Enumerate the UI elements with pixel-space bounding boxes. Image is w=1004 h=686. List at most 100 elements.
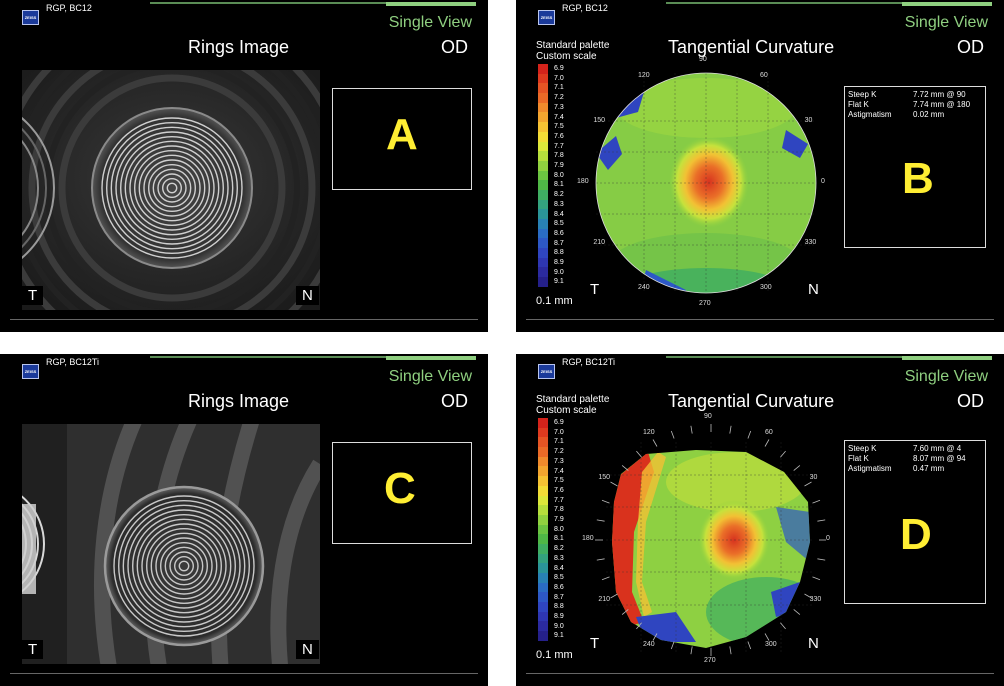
- nasal-label: N: [296, 640, 319, 659]
- scale-swatch: [538, 180, 548, 190]
- header-accent: [386, 356, 476, 360]
- view-mode-label[interactable]: Single View: [904, 368, 988, 385]
- scale-value: 8.5: [554, 574, 564, 582]
- scale-value: 7.1: [554, 84, 564, 92]
- scale-value: 8.0: [554, 171, 564, 179]
- degree-label: 120: [643, 429, 655, 437]
- panel-letter: A: [386, 110, 418, 159]
- placido-ring: [124, 140, 220, 236]
- degree-label: 240: [643, 640, 655, 648]
- stat-label: Astigmatism: [848, 110, 892, 119]
- degree-label: 270: [699, 300, 711, 307]
- placido-ring: [157, 173, 187, 203]
- scale-swatch: [538, 543, 548, 554]
- rings-image-panel-c: ZEISS RGP, BC12Ti Single View Rings Imag…: [0, 354, 488, 686]
- scale-value: 7.6: [554, 486, 564, 494]
- scale-swatch: [538, 141, 548, 152]
- degree-label: 60: [765, 429, 773, 437]
- scale-swatch: [538, 248, 548, 258]
- curvature-map: [595, 424, 826, 656]
- scale-swatch: [538, 456, 548, 467]
- scale-swatch: [538, 524, 548, 535]
- placido-ring: [105, 121, 239, 255]
- degree-label: 0: [821, 178, 825, 185]
- view-mode-label[interactable]: Single View: [904, 14, 988, 31]
- annotation-box: [332, 442, 472, 544]
- scale-value: 8.0: [554, 525, 564, 533]
- axis-tick: [780, 450, 786, 458]
- header-bar: [666, 356, 992, 358]
- axis-tick: [812, 499, 821, 504]
- zeiss-logo-icon: ZEISS: [538, 10, 555, 25]
- scale-swatch: [538, 83, 548, 94]
- stat-value: 7.72 mm @ 90: [913, 90, 966, 99]
- scale-swatch: [538, 573, 548, 583]
- scale-swatch: [538, 427, 548, 438]
- keratometry-stats: Steep K 7.72 mm @ 90 Flat K 7.74 mm @ 180 As…: [848, 90, 970, 120]
- palette-scale: Custom scale: [536, 51, 597, 62]
- scale-value: 7.5: [554, 477, 564, 485]
- degree-label: 120: [638, 72, 650, 80]
- axis-tick: [670, 641, 675, 650]
- scale-value: 8.8: [554, 249, 564, 257]
- panel-letter: D: [900, 510, 932, 559]
- stat-label: Steep K: [848, 444, 877, 453]
- scale-value: 7.0: [554, 428, 564, 436]
- color-scale-bar: [538, 418, 548, 641]
- rings-image: [22, 424, 320, 664]
- scale-swatch: [538, 209, 548, 219]
- scale-swatch: [538, 602, 548, 612]
- panel-title: Rings Image: [188, 391, 290, 411]
- axis-tick: [690, 646, 693, 655]
- eye-label: OD: [441, 37, 468, 57]
- placido-ring: [115, 131, 229, 245]
- scale-value: 9.0: [554, 622, 564, 630]
- scale-swatch: [538, 199, 548, 210]
- stat-label: Flat K: [848, 100, 869, 109]
- stat-label: Flat K: [848, 454, 869, 463]
- placido-ring: [110, 126, 234, 250]
- axis-tick: [621, 465, 629, 471]
- keratometry-stats: Steep K 7.60 mm @ 4 Flat K 8.07 mm @ 94 Asti…: [848, 444, 966, 474]
- temporal-label: T: [584, 634, 606, 653]
- scale-swatch: [538, 485, 548, 496]
- scale-swatch: [538, 219, 548, 229]
- axis-tick: [729, 425, 732, 434]
- rings-image-panel-a: ZEISS RGP, BC12 Single View Rings Image …: [0, 0, 488, 332]
- scale-swatch: [538, 495, 548, 506]
- scale-value: 7.4: [554, 467, 564, 475]
- stat-label: Astigmatism: [848, 464, 892, 473]
- keratometry-box: [844, 440, 986, 604]
- placido-ring: [147, 163, 196, 212]
- axis-tick: [804, 481, 812, 487]
- degree-label: 300: [760, 283, 772, 291]
- scale-value: 7.2: [554, 448, 564, 456]
- scale-unit: 0.1 mm: [536, 295, 573, 307]
- placido-ring: [119, 135, 224, 240]
- view-mode-label[interactable]: Single View: [388, 368, 472, 385]
- stat-value: 0.47 mm: [913, 464, 945, 473]
- scale-value: 8.3: [554, 554, 564, 562]
- scale-swatch: [538, 582, 548, 593]
- stat-value: 7.74 mm @ 180: [913, 100, 971, 109]
- bottom-divider: [10, 673, 478, 674]
- scale-swatch: [538, 553, 548, 564]
- scale-swatch: [538, 170, 548, 181]
- scale-value: 9.0: [554, 268, 564, 276]
- stat-value: 8.07 mm @ 94: [913, 454, 966, 463]
- scale-value: 7.9: [554, 162, 564, 169]
- axis-tick: [747, 641, 752, 650]
- annotation-box: [332, 88, 472, 190]
- placido-ring: [133, 149, 210, 226]
- scale-swatch: [538, 160, 548, 171]
- curvature-map-panel-d: ZEISS RGP, BC12Ti Single View Tangential…: [516, 354, 1004, 686]
- scale-swatch: [538, 151, 548, 161]
- axis-tick: [636, 622, 642, 630]
- scale-swatch: [538, 257, 548, 268]
- scale-swatch: [538, 505, 548, 515]
- scale-value: 8.4: [554, 564, 564, 572]
- palette-type: Standard palette: [536, 394, 610, 405]
- scale-swatch: [538, 534, 548, 544]
- palette-name: Standard palette Custom scale: [536, 394, 609, 416]
- view-mode-label[interactable]: Single View: [388, 14, 472, 31]
